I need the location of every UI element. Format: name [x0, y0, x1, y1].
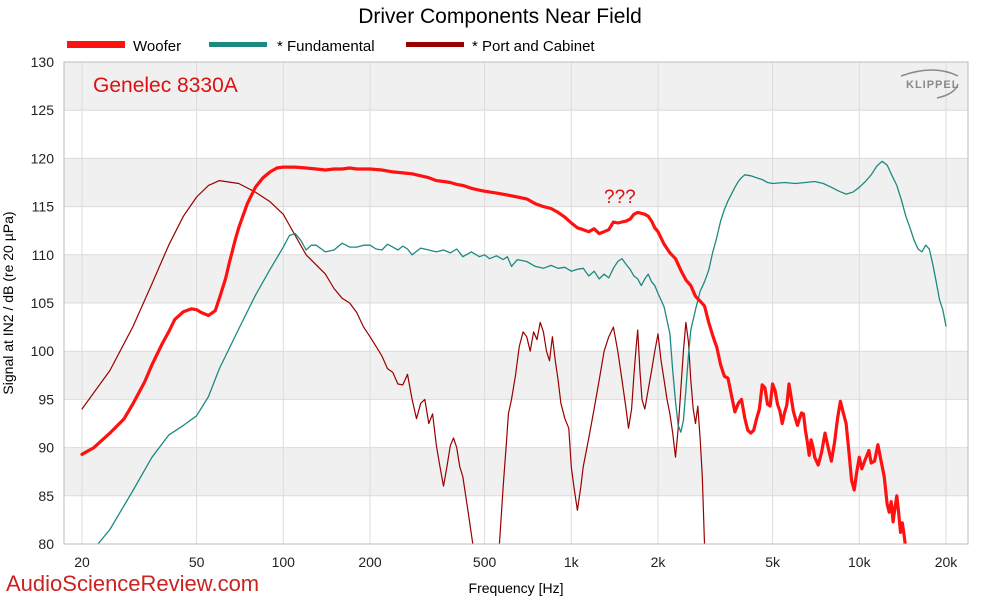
x-tick-50: 50	[189, 554, 205, 570]
chart-title: Driver Components Near Field	[358, 5, 642, 28]
x-tick-2k: 2k	[651, 554, 667, 570]
legend-swatch-woofer	[67, 41, 125, 48]
series-line-port-and-cabinet	[81, 180, 706, 544]
legend-swatch-port-cabinet	[406, 42, 464, 47]
x-axis-label: Frequency [Hz]	[469, 580, 564, 596]
legend-label-port-cabinet: * Port and Cabinet	[472, 38, 595, 55]
y-tick-95: 95	[38, 391, 54, 407]
question-annotation: ???	[604, 187, 636, 208]
x-tick-100: 100	[272, 554, 296, 570]
klippel-logo: KLIPPEL	[900, 69, 959, 99]
x-tick-20k: 20k	[935, 554, 959, 570]
grid-band-115-120	[64, 158, 968, 207]
y-tick-105: 105	[31, 295, 55, 311]
y-tick-110: 110	[32, 247, 55, 263]
x-tick-1k: 1k	[564, 554, 580, 570]
x-tick-500: 500	[473, 554, 497, 570]
y-tick-85: 85	[38, 488, 54, 504]
legend-label-fundamental: * Fundamental	[277, 38, 375, 55]
series-line-fundamental	[97, 160, 947, 544]
legend: Woofer * Fundamental * Port and Cabinet	[67, 38, 595, 55]
site-watermark: AudioScienceReview.com	[6, 571, 259, 596]
series-line-woofer	[80, 165, 907, 544]
klippel-arc-icon	[900, 69, 959, 77]
legend-swatch-fundamental	[209, 42, 267, 47]
y-tick-125: 125	[31, 102, 55, 118]
x-tick-200: 200	[358, 554, 382, 570]
x-tick-5k: 5k	[765, 554, 781, 570]
y-tick-130: 130	[31, 54, 55, 70]
y-tick-120: 120	[31, 150, 55, 166]
plot-frame	[63, 61, 969, 545]
grid-band-85-90	[64, 447, 968, 496]
grid-band-125-130	[64, 62, 968, 111]
y-tick-115: 115	[32, 199, 55, 215]
klippel-wordmark: KLIPPEL	[906, 79, 959, 91]
y-tick-90: 90	[38, 440, 54, 456]
curves-layer	[80, 160, 947, 544]
y-tick-labels: 80 85 90 95 100 105 110 115 120 125 130	[31, 54, 55, 552]
y-tick-100: 100	[31, 343, 55, 359]
klippel-swoosh-icon	[936, 83, 959, 99]
y-axis-label: Signal at IN2 / dB (re 20 µPa)	[0, 211, 16, 394]
model-annotation: Genelec 8330A	[93, 74, 238, 97]
x-tick-20: 20	[74, 554, 90, 570]
x-tick-10k: 10k	[848, 554, 872, 570]
y-tick-80: 80	[38, 536, 54, 552]
grid-band-105-110	[64, 254, 968, 303]
legend-label-woofer: Woofer	[133, 38, 181, 55]
x-tick-labels: 20 50 100 200 500 1k 2k 5k 10k 20k	[74, 554, 958, 570]
